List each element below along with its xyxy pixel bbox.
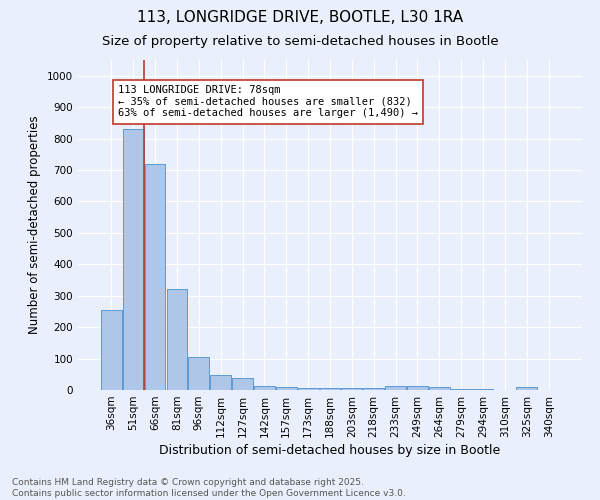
- Text: Contains HM Land Registry data © Crown copyright and database right 2025.
Contai: Contains HM Land Registry data © Crown c…: [12, 478, 406, 498]
- Bar: [451, 388, 472, 390]
- Bar: [341, 388, 362, 390]
- Bar: [385, 386, 406, 390]
- Bar: [407, 386, 428, 390]
- Bar: [101, 310, 122, 390]
- Bar: [210, 375, 231, 390]
- Bar: [298, 388, 319, 390]
- Bar: [145, 164, 166, 390]
- Bar: [320, 388, 340, 390]
- Bar: [232, 378, 253, 390]
- Bar: [473, 388, 493, 390]
- Bar: [254, 386, 275, 390]
- Bar: [517, 387, 537, 390]
- Bar: [123, 128, 143, 390]
- Bar: [167, 290, 187, 390]
- Bar: [276, 388, 296, 390]
- X-axis label: Distribution of semi-detached houses by size in Bootle: Distribution of semi-detached houses by …: [160, 444, 500, 457]
- Y-axis label: Number of semi-detached properties: Number of semi-detached properties: [28, 116, 41, 334]
- Text: Size of property relative to semi-detached houses in Bootle: Size of property relative to semi-detach…: [101, 35, 499, 48]
- Bar: [188, 357, 209, 390]
- Bar: [364, 388, 384, 390]
- Bar: [429, 388, 450, 390]
- Text: 113 LONGRIDGE DRIVE: 78sqm
← 35% of semi-detached houses are smaller (832)
63% o: 113 LONGRIDGE DRIVE: 78sqm ← 35% of semi…: [118, 85, 418, 118]
- Text: 113, LONGRIDGE DRIVE, BOOTLE, L30 1RA: 113, LONGRIDGE DRIVE, BOOTLE, L30 1RA: [137, 10, 463, 25]
